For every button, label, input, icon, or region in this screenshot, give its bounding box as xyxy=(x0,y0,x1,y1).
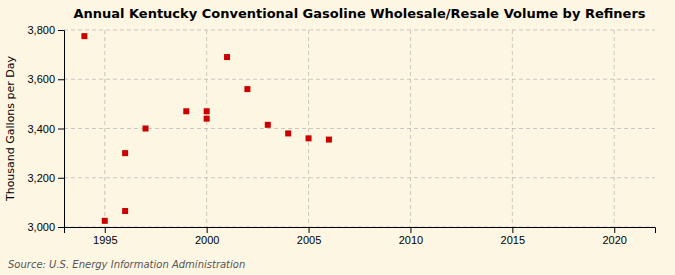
chart: 1995200020052010201520203,0003,2003,4003… xyxy=(0,0,675,275)
point xyxy=(102,218,108,224)
title: Annual Kentucky Conventional Gasoline Wh… xyxy=(73,6,645,21)
tick-mark xyxy=(309,227,310,233)
tick: 1995 xyxy=(93,227,117,246)
tick-mark xyxy=(58,79,64,80)
tick-label: 3,400 xyxy=(27,123,55,135)
tick: 3,200 xyxy=(27,172,64,184)
point xyxy=(306,135,312,141)
point xyxy=(204,116,210,122)
grid-line xyxy=(64,30,655,31)
tick-mark xyxy=(58,178,64,179)
tick: 3,000 xyxy=(27,221,64,233)
axis-line xyxy=(65,228,656,234)
tick-label: 1995 xyxy=(93,234,117,246)
y-axis-title: Thousand Gallons per Day xyxy=(4,55,17,202)
tick-mark xyxy=(207,227,208,233)
y-axis: 3,000 3,200 3,400 3,600 3,800 xyxy=(27,24,64,233)
tick-label: 3,600 xyxy=(27,73,55,85)
background xyxy=(0,0,675,275)
tick-label: 2010 xyxy=(399,234,423,246)
tick-label: 2020 xyxy=(602,234,626,246)
tick-label: 2015 xyxy=(501,234,525,246)
source-note: Source: U.S. Energy Information Administ… xyxy=(8,259,245,270)
plot: 1995200020052010201520203,0003,2003,4003… xyxy=(27,24,655,246)
tick: 2000 xyxy=(195,227,219,246)
point xyxy=(285,130,291,136)
tick-mark xyxy=(58,30,64,31)
tick-mark xyxy=(58,227,64,228)
grid-line xyxy=(308,30,309,227)
point xyxy=(81,33,87,39)
tick-mark xyxy=(614,227,615,233)
tick-label: 2000 xyxy=(195,234,219,246)
tick-label: 3,000 xyxy=(27,221,55,233)
tick: 2020 xyxy=(602,227,626,246)
tick: 2015 xyxy=(501,227,525,246)
point xyxy=(204,108,210,114)
tick-mark xyxy=(105,227,106,233)
tick-mark xyxy=(410,227,411,233)
tick: 3,600 xyxy=(27,73,64,85)
point xyxy=(122,150,128,156)
grid xyxy=(64,30,655,227)
point xyxy=(224,54,230,60)
point xyxy=(244,86,250,92)
x-axis: 1995 2000 2005 2010 2015 2020 xyxy=(65,227,656,246)
point xyxy=(143,126,149,132)
point xyxy=(183,108,189,114)
axis-line xyxy=(58,31,65,228)
tick: 3,400 xyxy=(27,123,64,135)
tick-label: 3,200 xyxy=(27,172,55,184)
grid-line xyxy=(64,79,655,80)
tick: 2010 xyxy=(399,227,423,246)
tick-label: 2005 xyxy=(297,234,321,246)
point xyxy=(326,137,332,143)
grid-line xyxy=(64,128,655,129)
points xyxy=(81,33,332,224)
tick: 3,800 xyxy=(27,24,64,36)
point xyxy=(122,208,128,214)
tick-label: 3,800 xyxy=(27,24,55,36)
tick-mark xyxy=(512,227,513,233)
point xyxy=(265,122,271,128)
tick: 2005 xyxy=(297,227,321,246)
tick-mark xyxy=(58,129,64,130)
grid-line xyxy=(104,30,105,227)
grid-line xyxy=(64,177,655,178)
